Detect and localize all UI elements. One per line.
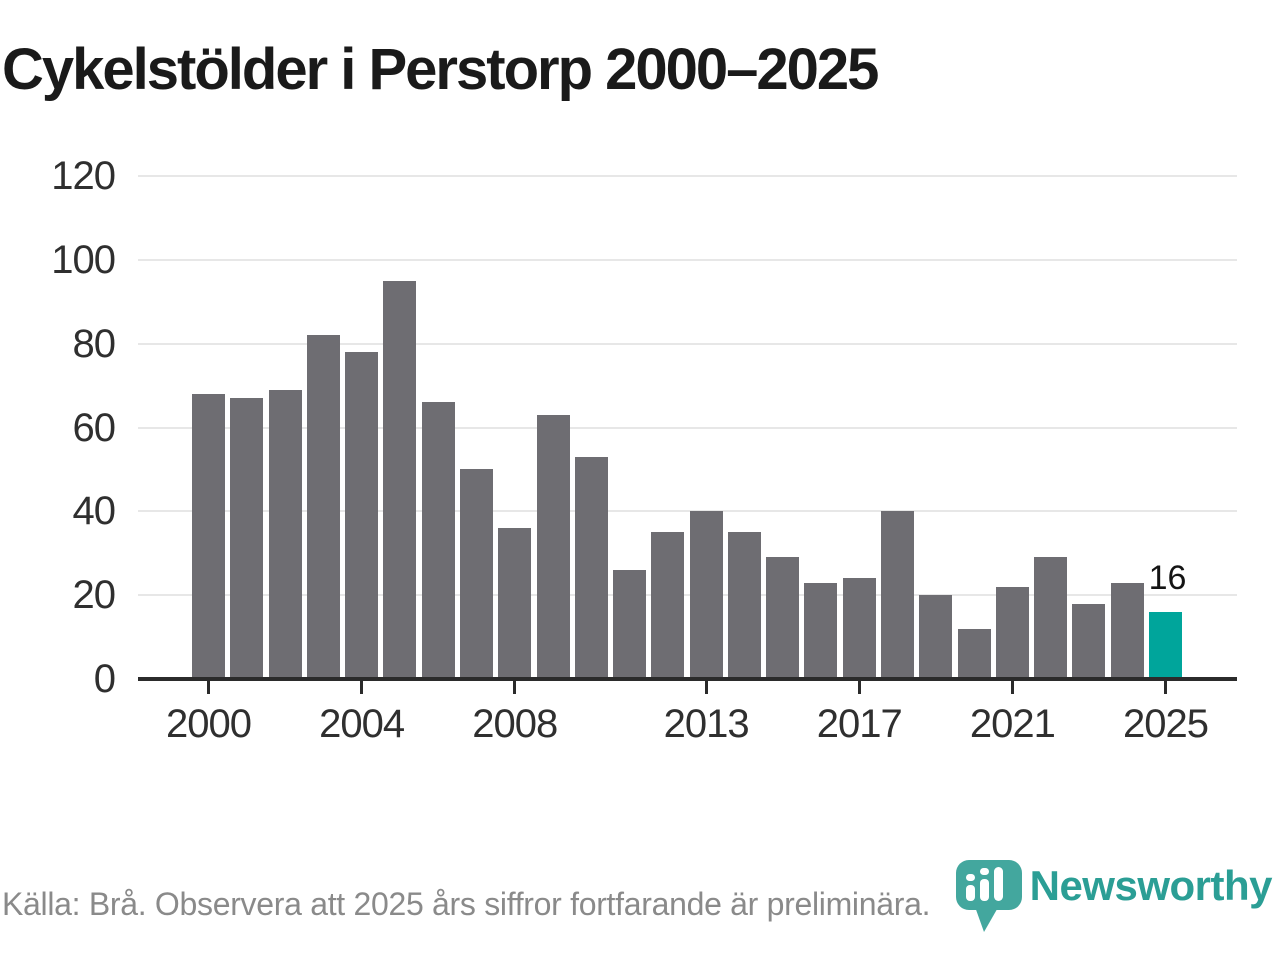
bar-2006	[421, 402, 455, 679]
bar-2003	[306, 335, 340, 679]
gridline-100	[138, 258, 1237, 261]
y-axis-label-100: 100	[51, 237, 116, 282]
bar-2001	[230, 398, 264, 679]
bar-2016	[804, 582, 838, 679]
x-tick-2013	[704, 681, 708, 694]
bar-2022	[1034, 557, 1068, 679]
bar-chart-plot-area: 0 20 40 60 80 100 120 16 2000 2004 2008 2013 2017 202…	[51, 154, 1237, 746]
bar-2009	[536, 414, 570, 679]
bar-2014	[727, 532, 761, 679]
bar-2018	[881, 511, 915, 679]
gridline-60	[138, 426, 1237, 429]
bar-2005	[383, 280, 417, 679]
bar-2004	[345, 352, 379, 679]
newsworthy-brand-link[interactable]: Newsworthy	[955, 860, 1273, 939]
bar-2017	[842, 578, 876, 679]
y-axis-label-20: 20	[72, 573, 117, 618]
bar-2000	[192, 393, 225, 679]
bar-2002	[268, 389, 302, 679]
bar-2010	[574, 456, 608, 679]
y-axis-label-80: 80	[72, 321, 117, 366]
source-note: Källa: Brå. Observera att 2025 års siffr…	[2, 886, 931, 922]
x-tick-2021	[1010, 681, 1014, 694]
x-tick-2004	[360, 681, 364, 694]
gridline-40	[138, 510, 1237, 513]
gridline-80	[138, 342, 1237, 345]
bar-2025	[1149, 611, 1182, 679]
newsworthy-pin-barchart-icon	[955, 860, 1022, 939]
x-axis-label-2008: 2008	[472, 702, 558, 746]
y-axis-label-120: 120	[51, 154, 116, 198]
x-tick-2008	[513, 681, 517, 694]
y-axis-label-40: 40	[72, 489, 117, 534]
x-tick-2025	[1164, 681, 1167, 694]
chart-title: Cykelstölder i Perstorp 2000–2025	[2, 37, 879, 102]
x-axis-line	[138, 677, 1237, 681]
x-axis-label-2000: 2000	[166, 702, 252, 746]
x-tick-2017	[857, 681, 861, 694]
x-tick-2000	[207, 681, 210, 694]
gridline-120	[138, 175, 1237, 177]
bar-2023	[1072, 603, 1106, 679]
x-axis-label-2004: 2004	[319, 702, 405, 746]
x-axis-label-2017: 2017	[816, 702, 903, 746]
x-axis-label-2025: 2025	[1123, 702, 1209, 746]
bar-value-label: 16	[1148, 558, 1187, 597]
x-axis-label-2021: 2021	[969, 702, 1056, 746]
bar-2019	[919, 595, 953, 679]
bar-2021	[995, 586, 1029, 679]
y-axis-label-60: 60	[72, 405, 117, 450]
x-axis-label-2013: 2013	[663, 702, 750, 746]
bar-2015	[766, 557, 800, 679]
bar-2011	[613, 570, 647, 679]
bar-2012	[651, 532, 685, 679]
y-axis-label-0: 0	[93, 657, 116, 701]
brand-name: Newsworthy	[1029, 862, 1273, 909]
bar-2008	[498, 528, 532, 679]
bar-2007	[459, 469, 493, 679]
bar-2024	[1110, 582, 1144, 679]
bar-2020	[957, 628, 991, 679]
gridline-20	[138, 594, 1237, 597]
bar-2013	[689, 511, 723, 679]
